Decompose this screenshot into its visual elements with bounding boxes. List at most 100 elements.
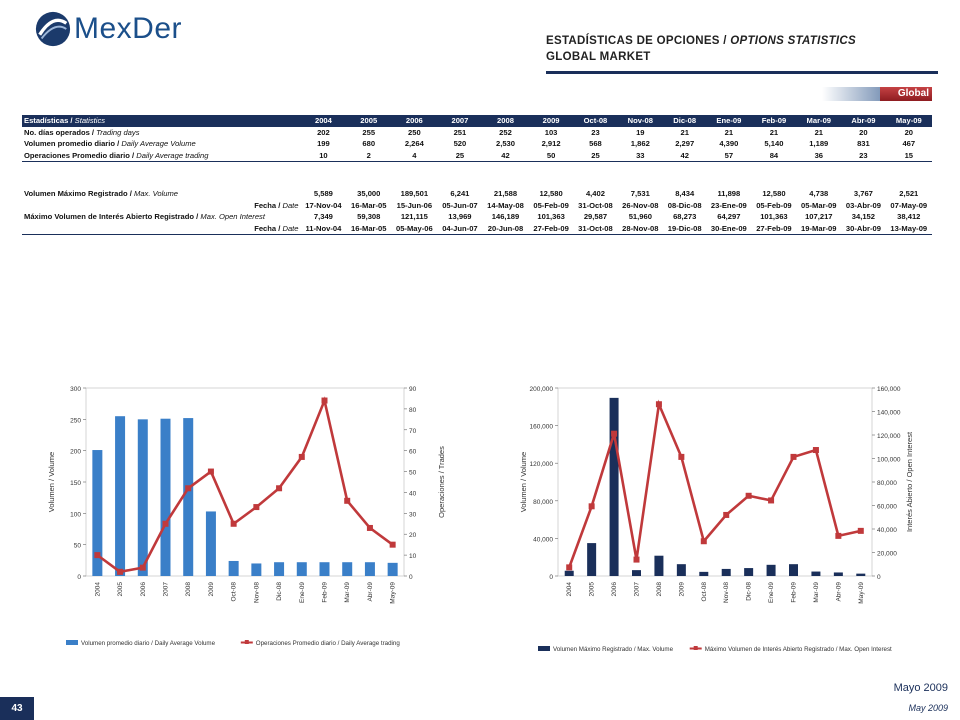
table-row: Operaciones Promedio diario / Daily Aver… [22,149,932,162]
x-tick-label: 2008 [185,582,192,597]
table-cell: 68,273 [673,212,697,222]
bar [92,450,103,576]
table-column-header: 2004 [300,115,347,127]
y-tick-label: 0 [549,574,553,581]
y2-axis-title: Interés Abierto / Open Interest [905,431,914,532]
bar [160,418,171,576]
x-tick-label: Oct-08 [231,582,238,602]
table-row-label: Fecha / Date [22,222,301,235]
bar [137,419,148,576]
line-point [857,527,864,534]
bar [789,564,798,576]
table-row: No. días operados / Trading days 202 255 25… [22,127,932,139]
table-spacer-row [22,161,932,188]
line-point [655,401,662,408]
table-cell: 31-Oct-08 [573,222,618,235]
legend-line-marker [244,640,249,644]
table-cell: 21 [769,127,779,137]
bar [364,562,375,576]
table-cell: 21 [814,127,824,137]
table-cell: 57 [706,149,752,162]
bar [632,570,641,576]
table-cell: 21 [724,127,734,137]
bar [183,418,194,576]
table-column-header: 2006 [391,115,438,127]
x-tick-label: Dic-08 [276,582,283,601]
legend-bar-swatch [538,646,550,651]
table-column-header: Abr-09 [841,115,886,127]
bar [587,543,597,576]
y2-tick-label: 40 [409,490,417,497]
legend-bar-swatch [66,640,78,645]
x-tick-label: Abr-09 [835,582,842,602]
table-row-label-en: Trading days [96,127,140,137]
table-cell: 19-Mar-09 [796,222,842,235]
table-cell: 2 [346,149,392,162]
bar [721,568,731,576]
table-cell: 5,589 [313,189,333,199]
table-cell: 08-Dic-08 [667,200,702,210]
x-tick-label: 2008 [656,582,663,597]
table-cell: 19 [636,127,645,137]
table-cell: 2,297 [675,139,695,149]
table-cell: 20 [904,127,914,137]
line-point [366,524,373,531]
footer-month-es: Mayo 2009 [893,682,948,694]
table-cell: 42 [482,149,529,162]
table-cell: 25 [573,149,618,162]
x-tick-label: Oct-08 [701,582,708,602]
y-tick-label: 200,000 [530,386,554,393]
table-header-label: Estadísticas / Statistics [22,115,301,127]
x-tick-label: 2009 [678,582,685,597]
x-tick-label: May-09 [390,582,397,604]
table-row: Máximo Volumen de Interés Abierto Regist… [22,211,932,223]
table-cell: 568 [589,139,602,149]
y-tick-label: 80,000 [533,499,553,506]
bar [654,555,664,576]
y2-tick-label: 120,000 [877,433,901,440]
global-badge: Global [880,87,932,101]
statistics-table: Estadísticas / Statistics 2004 2005 2006 200… [22,115,932,235]
bar [564,570,574,576]
table-cell: 21,588 [493,189,518,199]
table-cell: 03-Abr-09 [845,200,881,210]
table-cell: 1,189 [809,139,829,149]
table-row-label-en: Max. Volume [134,189,179,199]
x-tick-label: 2004 [94,582,101,597]
line-point [768,497,775,504]
bar [274,562,285,576]
table-cell: 6,241 [450,189,470,199]
table-cell: 189,501 [400,189,429,199]
table-cell: 10 [300,149,347,162]
y2-tick-label: 30 [409,511,417,518]
bar [387,562,398,576]
table-cell: 30-Abr-09 [841,222,886,235]
table-row-label: Operaciones Promedio diario / Daily Aver… [22,149,301,162]
y2-tick-label: 0 [409,574,413,581]
y2-tick-label: 140,000 [877,410,901,417]
bar [342,562,353,576]
table-row-label: Máximo Volumen de Interés Abierto Regist… [24,212,265,222]
x-tick-label: 2007 [163,582,170,597]
y2-tick-label: 90 [409,386,417,393]
y2-axis-title: Operaciones / Trades [437,446,446,518]
table-cell: 36 [796,149,842,162]
table-row-label: Volumen Máximo Registrado / Max. Volume [24,189,179,199]
bar [609,397,619,576]
table-cell: 23 [591,127,600,137]
x-tick-label: Feb-09 [791,582,798,603]
line-point [94,552,101,559]
table-cell: 101,363 [760,212,788,222]
table-column-header: Dic-08 [663,115,707,127]
table-column-header: 2009 [528,115,574,127]
table-row-label-en: Max. Open Interest [200,212,265,222]
x-tick-label: Mar-09 [344,582,351,603]
table-cell: 20 [859,127,868,137]
table-cell: 146,189 [491,212,520,222]
table-row-label-en: Daily Average trading [136,150,209,160]
table-row-label: No. días operados / Trading days [24,127,140,137]
y2-tick-label: 50 [409,470,417,477]
y-tick-label: 150 [70,480,81,487]
table-cell: 831 [857,139,870,149]
table-cell: 51,960 [628,212,652,222]
